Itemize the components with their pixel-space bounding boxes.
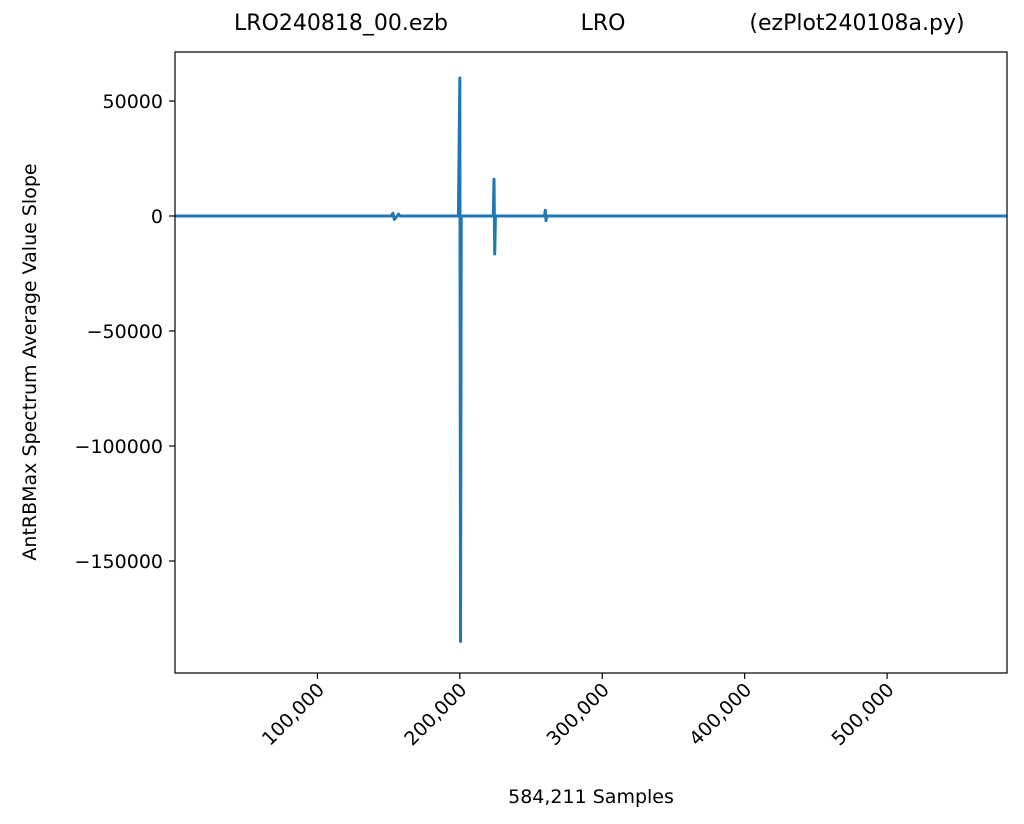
x-tick-label: 300,000 xyxy=(543,679,614,750)
y-tick-label: −150000 xyxy=(75,551,163,573)
x-tick-label: 200,000 xyxy=(400,679,471,750)
plot-frame xyxy=(174,51,1008,674)
y-tick-label: −50000 xyxy=(87,321,163,343)
x-tick-label: 400,000 xyxy=(685,679,756,750)
y-axis-label: AntRBMax Spectrum Average Value Slope xyxy=(19,163,41,560)
y-tick-label: −100000 xyxy=(75,436,163,458)
y-tick-label: 50000 xyxy=(103,91,163,113)
x-axis-label: 584,211 Samples xyxy=(508,786,674,808)
chart-title: LRO xyxy=(581,11,626,36)
data-line xyxy=(175,76,1007,643)
x-tick-label: 100,000 xyxy=(258,679,329,750)
y-tick-label: 0 xyxy=(151,206,163,228)
x-tick-label: 500,000 xyxy=(827,679,898,750)
chart-title: (ezPlot240108a.py) xyxy=(749,11,964,36)
chart-title: LRO240818_00.ezb xyxy=(234,11,448,36)
